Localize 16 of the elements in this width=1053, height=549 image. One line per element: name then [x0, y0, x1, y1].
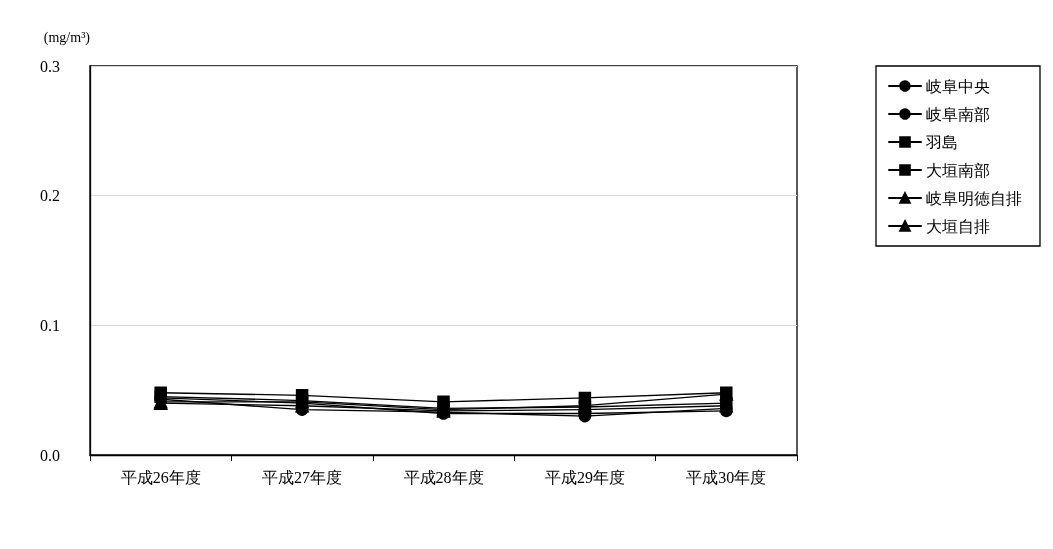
x-tick-label: 平成28年度	[403, 468, 484, 486]
y-tick-label: 0.0	[40, 446, 60, 464]
legend-label: 岐阜明徳自排	[926, 189, 1022, 207]
x-tick-label: 平成27年度	[262, 468, 343, 486]
y-tick-label: 0.3	[40, 57, 60, 75]
y-axis-title: (mg/m³)	[43, 29, 91, 46]
legend-label: 大垣南部	[926, 161, 990, 179]
legend-label: 羽島	[925, 133, 958, 151]
y-tick-label: 0.2	[40, 187, 60, 205]
x-tick-label: 平成29年度	[544, 468, 625, 486]
legend-label: 大垣自排	[926, 217, 990, 235]
x-tick-label: 平成30年度	[686, 468, 767, 486]
y-tick-label: 0.1	[40, 316, 60, 334]
legend-label: 岐阜南部	[926, 105, 990, 123]
legend-label: 岐阜中央	[926, 77, 990, 95]
x-tick-label: 平成26年度	[120, 468, 201, 486]
